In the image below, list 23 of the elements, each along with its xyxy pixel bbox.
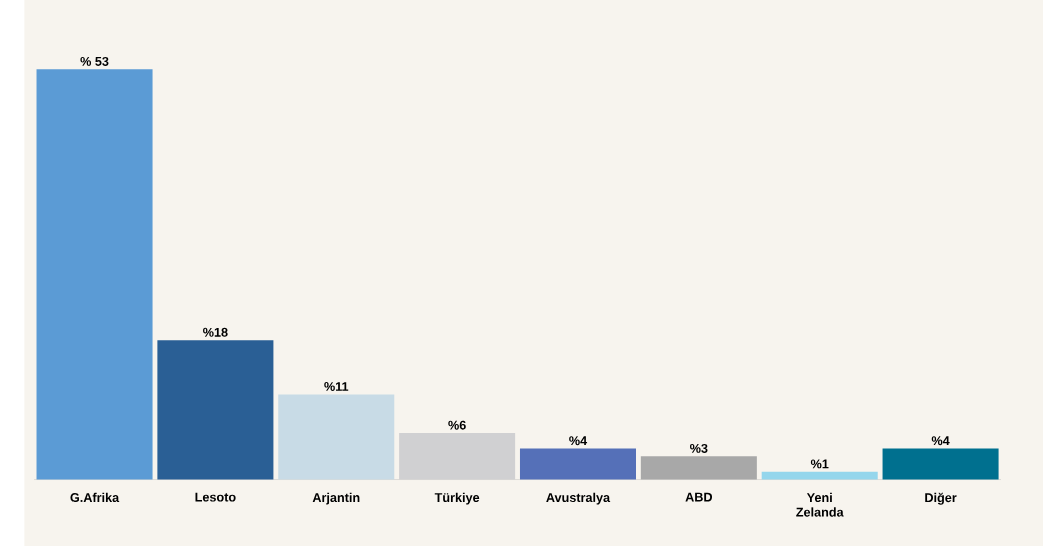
bar	[399, 433, 516, 480]
data-label: %4	[569, 436, 588, 446]
data-label: %3	[690, 443, 708, 453]
x-tick-label: Yeni Zelanda	[796, 492, 844, 517]
x-tick-label: Diğer	[925, 492, 957, 505]
data-label: %18	[203, 327, 228, 337]
data-label: %6	[448, 420, 466, 430]
bar	[519, 448, 636, 480]
x-tick-label: ABD	[685, 492, 713, 502]
data-label: %1	[810, 459, 829, 469]
x-tick-label: Lesoto	[195, 492, 236, 502]
data-label: % 53	[80, 56, 109, 66]
x-tick-label: Türkiye	[434, 492, 480, 505]
bar	[882, 448, 999, 480]
x-tick-label: G.Afrika	[70, 492, 120, 503]
data-label: %4	[931, 436, 950, 446]
data-label: %11	[324, 382, 349, 391]
bar	[157, 340, 274, 480]
bar	[761, 471, 878, 480]
x-tick-label: Arjantin	[312, 492, 360, 505]
x-tick-label: Avustralya	[546, 492, 611, 505]
bar	[278, 394, 395, 480]
bar	[36, 69, 153, 480]
